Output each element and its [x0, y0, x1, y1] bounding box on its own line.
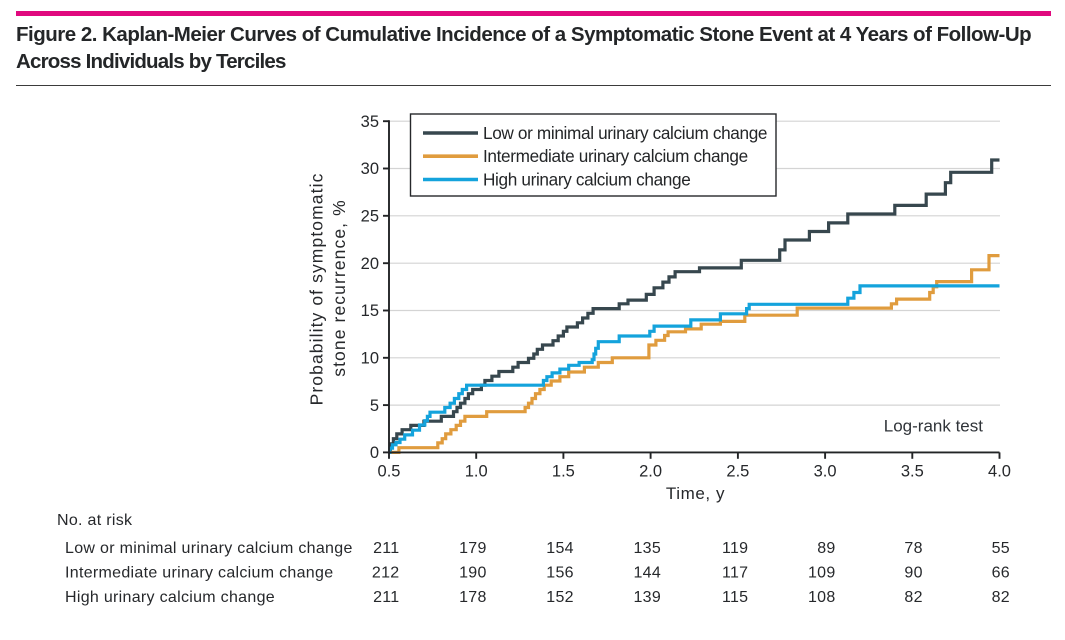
- svg-text:108: 108: [808, 589, 836, 606]
- svg-text:2.0: 2.0: [639, 463, 662, 481]
- svg-text:Probability of symptomatic: Probability of symptomatic: [307, 173, 327, 406]
- svg-text:154: 154: [546, 540, 574, 557]
- svg-text:Time, y: Time, y: [666, 484, 725, 503]
- svg-text:211: 211: [373, 589, 399, 606]
- svg-text:144: 144: [633, 565, 661, 582]
- svg-text:High urinary calcium change: High urinary calcium change: [483, 169, 690, 189]
- svg-text:152: 152: [546, 589, 574, 606]
- svg-text:82: 82: [992, 589, 1010, 606]
- svg-text:212: 212: [372, 565, 400, 582]
- svg-text:1.0: 1.0: [465, 463, 488, 481]
- svg-text:10: 10: [361, 350, 379, 368]
- svg-text:15: 15: [361, 302, 379, 320]
- svg-text:stone recurrence, %: stone recurrence, %: [329, 199, 349, 377]
- svg-text:5: 5: [370, 397, 379, 415]
- svg-text:89: 89: [817, 540, 835, 557]
- svg-text:20: 20: [361, 255, 379, 273]
- svg-text:179: 179: [459, 540, 487, 557]
- svg-text:66: 66: [992, 565, 1010, 582]
- svg-text:82: 82: [904, 589, 922, 606]
- svg-text:25: 25: [361, 208, 379, 226]
- svg-text:High urinary calcium change: High urinary calcium change: [65, 589, 275, 606]
- svg-text:30: 30: [361, 160, 379, 178]
- svg-text:211: 211: [373, 540, 399, 557]
- svg-text:156: 156: [546, 565, 574, 582]
- svg-text:109: 109: [808, 565, 836, 582]
- svg-text:Intermediate urinary calcium c: Intermediate urinary calcium change: [65, 565, 333, 582]
- svg-text:0.5: 0.5: [378, 463, 401, 481]
- svg-text:135: 135: [633, 540, 661, 557]
- svg-text:No. at risk: No. at risk: [57, 512, 133, 529]
- svg-text:90: 90: [904, 565, 922, 582]
- svg-text:1.5: 1.5: [552, 463, 575, 481]
- svg-text:2.5: 2.5: [726, 463, 749, 481]
- svg-text:3.5: 3.5: [901, 463, 924, 481]
- svg-text:Low or minimal urinary calcium: Low or minimal urinary calcium change: [483, 123, 767, 143]
- svg-text:139: 139: [633, 589, 661, 606]
- svg-text:Intermediate urinary calcium c: Intermediate urinary calcium change: [483, 146, 748, 166]
- svg-text:35: 35: [361, 113, 379, 131]
- svg-text:55: 55: [992, 540, 1010, 557]
- svg-text:115: 115: [722, 589, 748, 606]
- svg-text:78: 78: [904, 540, 922, 557]
- svg-text:0: 0: [370, 444, 379, 462]
- svg-text:4.0: 4.0: [988, 463, 1011, 481]
- svg-text:3.0: 3.0: [814, 463, 837, 481]
- svg-text:178: 178: [459, 589, 487, 606]
- svg-text:Log-rank test: Log-rank test: [884, 417, 983, 436]
- svg-text:Low or minimal urinary calcium: Low or minimal urinary calcium change: [65, 540, 353, 557]
- svg-text:117: 117: [722, 565, 748, 582]
- svg-text:190: 190: [459, 565, 487, 582]
- svg-text:119: 119: [722, 540, 748, 557]
